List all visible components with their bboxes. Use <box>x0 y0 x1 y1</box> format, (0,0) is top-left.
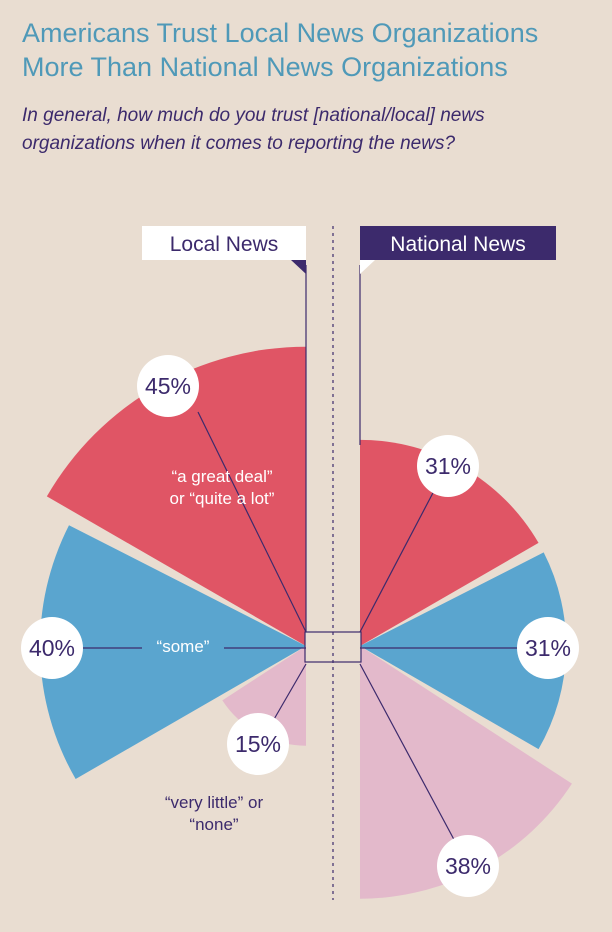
national-wedge-2 <box>360 552 567 750</box>
national-value-very-little-label: 38% <box>445 853 491 879</box>
chart-subtitle: In general, how much do you trust [natio… <box>22 102 602 158</box>
national-tag-corner <box>360 260 375 274</box>
title-line-1: Americans Trust Local News Organizations <box>22 18 539 48</box>
some-label-backing <box>142 634 224 658</box>
category-some-line-1: “some” <box>157 637 210 656</box>
category-great-deal-line-1: “a great deal” <box>171 467 272 486</box>
local-value-very-little-bubble <box>227 713 289 775</box>
local-value-some-bubble <box>21 617 83 679</box>
national-value-great-deal-bubble <box>417 435 479 497</box>
local-tag-corner <box>291 260 306 274</box>
national-leader-1 <box>359 467 447 633</box>
category-great-deal-line-2: or “quite a lot” <box>170 489 275 508</box>
national-wedge-1 <box>360 439 539 646</box>
local-leader-1 <box>197 411 307 633</box>
local-value-great-deal-bubble <box>137 355 199 417</box>
subtitle-line-2: organizations when it comes to reporting… <box>22 133 456 154</box>
national-value-great-deal-label: 31% <box>425 453 471 479</box>
national-news-label: National News <box>390 233 525 256</box>
national-news-tag <box>360 226 556 260</box>
category-very-little-line-1: “very little” or <box>165 793 264 812</box>
local-value-great-deal-label: 45% <box>145 373 191 399</box>
local-wedge-1 <box>46 346 307 646</box>
national-value-very-little-bubble <box>437 835 499 897</box>
chart-title: Americans Trust Local News Organizations… <box>22 16 602 84</box>
national-wedge-3 <box>360 646 572 899</box>
local-news-tag <box>142 226 306 260</box>
local-news-label: Local News <box>170 233 279 256</box>
local-value-very-little-label: 15% <box>235 731 281 757</box>
national-leader-3 <box>359 663 467 863</box>
title-line-2: More Than National News Organizations <box>22 52 508 82</box>
national-value-some-bubble <box>517 617 579 679</box>
local-value-some-label: 40% <box>29 635 75 661</box>
national-value-some-label: 31% <box>525 635 571 661</box>
subtitle-line-1: In general, how much do you trust [natio… <box>22 105 485 126</box>
category-very-little-line-2: “none” <box>189 815 238 834</box>
